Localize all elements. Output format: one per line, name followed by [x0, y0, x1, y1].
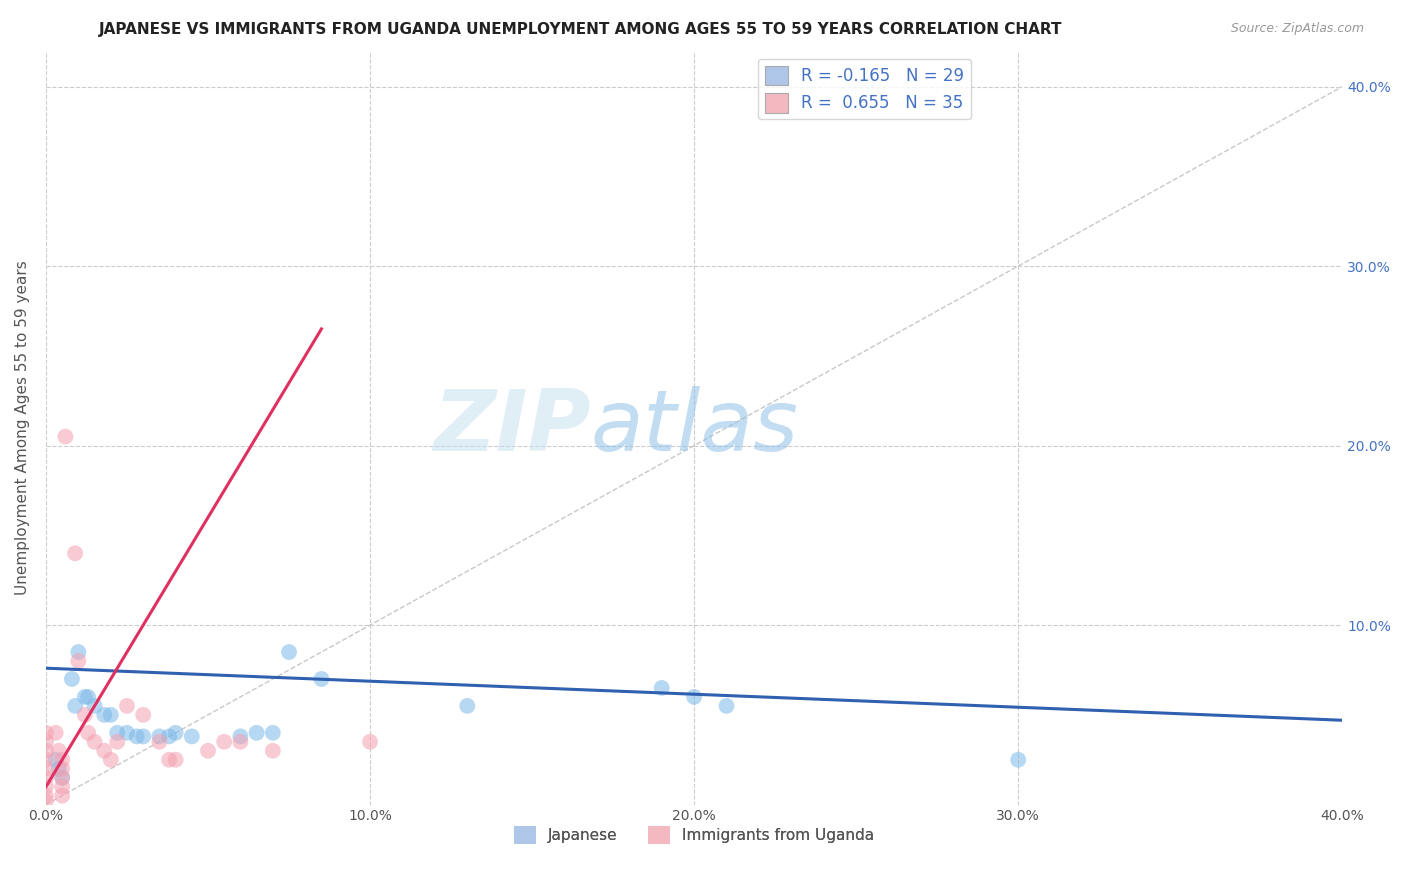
Point — [148, 735, 170, 749]
Point — [229, 735, 252, 749]
Point — [35, 762, 58, 776]
Point — [35, 771, 58, 785]
Point — [35, 753, 58, 767]
Point — [60, 672, 83, 686]
Text: atlas: atlas — [591, 386, 799, 469]
Point — [262, 726, 284, 740]
Point — [45, 726, 67, 740]
Legend: Japanese, Immigrants from Uganda: Japanese, Immigrants from Uganda — [508, 820, 880, 850]
Point — [100, 753, 122, 767]
Point — [132, 707, 155, 722]
Point — [51, 789, 73, 803]
Point — [48, 762, 70, 776]
Point — [157, 753, 180, 767]
Point — [456, 698, 478, 713]
Point — [67, 645, 90, 659]
Point — [73, 707, 96, 722]
Point — [180, 730, 202, 744]
Point — [246, 726, 269, 740]
Point — [35, 744, 58, 758]
Point — [51, 771, 73, 785]
Point — [77, 726, 100, 740]
Point — [105, 735, 128, 749]
Point — [51, 753, 73, 767]
Point — [45, 753, 67, 767]
Point — [359, 735, 381, 749]
Point — [100, 707, 122, 722]
Point — [93, 744, 115, 758]
Point — [197, 744, 219, 758]
Point — [67, 654, 90, 668]
Point — [35, 794, 58, 808]
Point — [35, 780, 58, 794]
Text: JAPANESE VS IMMIGRANTS FROM UGANDA UNEMPLOYMENT AMONG AGES 55 TO 59 YEARS CORREL: JAPANESE VS IMMIGRANTS FROM UGANDA UNEMP… — [98, 22, 1062, 37]
Point — [148, 730, 170, 744]
Point — [165, 726, 187, 740]
Point — [651, 681, 673, 695]
Point — [35, 735, 58, 749]
Point — [1007, 753, 1029, 767]
Point — [132, 730, 155, 744]
Point — [77, 690, 100, 704]
Point — [51, 780, 73, 794]
Point — [683, 690, 706, 704]
Point — [115, 698, 138, 713]
Point — [262, 744, 284, 758]
Text: Source: ZipAtlas.com: Source: ZipAtlas.com — [1230, 22, 1364, 36]
Point — [212, 735, 235, 749]
Point — [83, 698, 105, 713]
Point — [51, 762, 73, 776]
Point — [115, 726, 138, 740]
Point — [311, 672, 333, 686]
Point — [716, 698, 738, 713]
Point — [157, 730, 180, 744]
Point — [93, 707, 115, 722]
Point — [105, 726, 128, 740]
Point — [73, 690, 96, 704]
Point — [165, 753, 187, 767]
Text: ZIP: ZIP — [433, 386, 591, 469]
Point — [63, 698, 86, 713]
Y-axis label: Unemployment Among Ages 55 to 59 years: Unemployment Among Ages 55 to 59 years — [15, 260, 30, 595]
Point — [48, 744, 70, 758]
Point — [35, 789, 58, 803]
Point — [55, 429, 77, 443]
Point — [229, 730, 252, 744]
Point — [278, 645, 301, 659]
Point — [83, 735, 105, 749]
Point — [63, 546, 86, 560]
Point — [51, 771, 73, 785]
Point — [125, 730, 148, 744]
Point — [35, 726, 58, 740]
